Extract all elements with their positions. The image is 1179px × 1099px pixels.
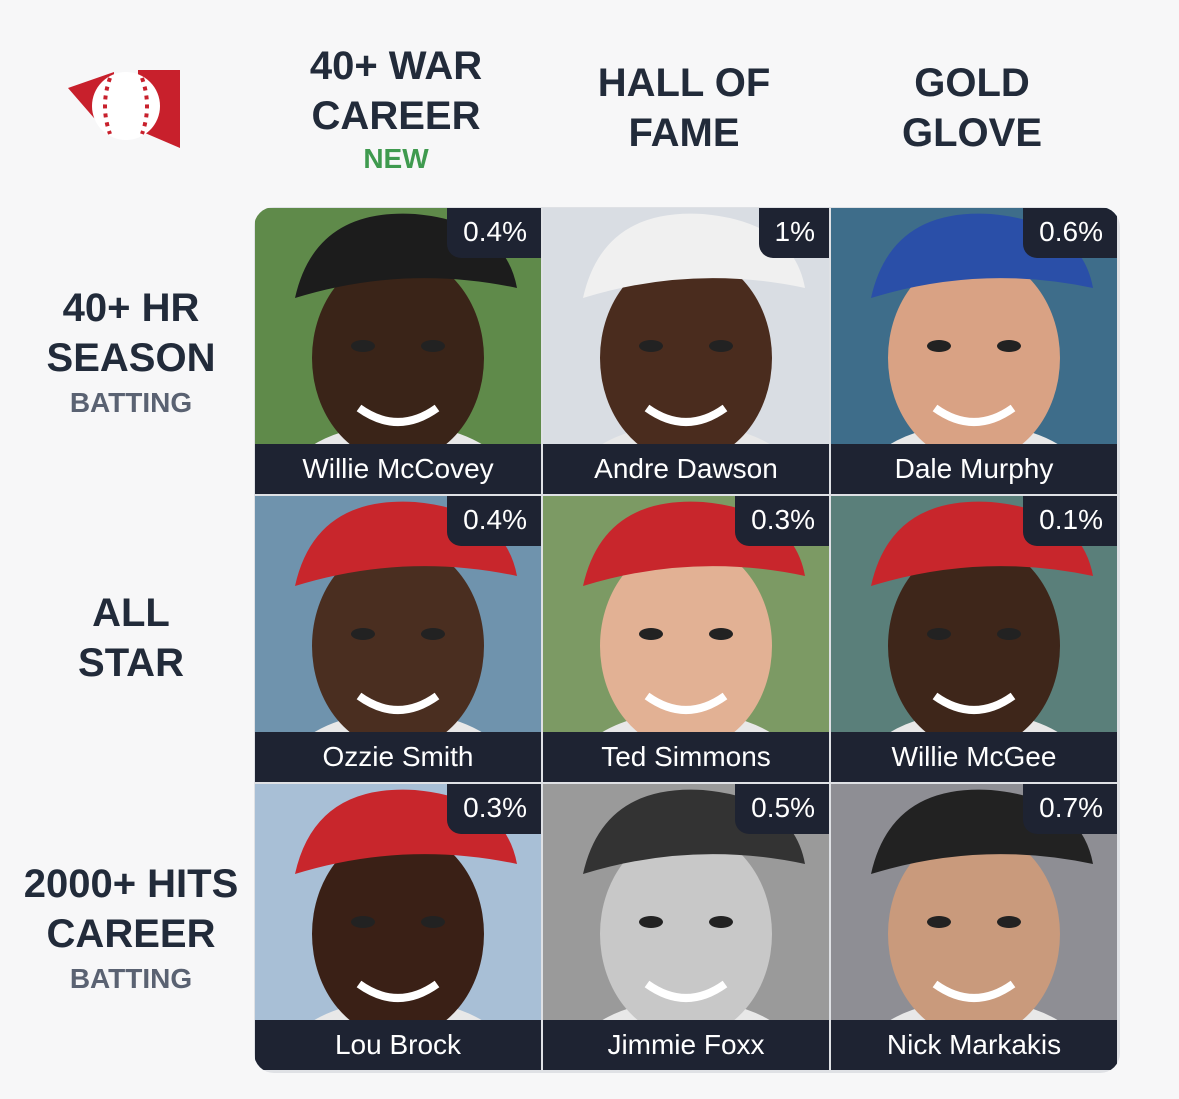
player-cell[interactable]: 0.3% Ted Simmons <box>543 496 829 782</box>
logo <box>68 70 180 148</box>
column-header: GOLD GLOVE <box>822 58 1122 158</box>
column-header-line: 40+ WAR <box>309 44 483 88</box>
player-cell[interactable]: 0.1% Willie McGee <box>831 496 1117 782</box>
row-header-line: 40+ HR <box>62 286 200 330</box>
row-sub: BATTING <box>69 963 193 994</box>
column-header: HALL OF FAME <box>534 58 834 158</box>
player-name: Willie McGee <box>831 732 1117 782</box>
column-header: 40+ WAR CAREER NEW <box>246 41 546 177</box>
player-name: Ted Simmons <box>543 732 829 782</box>
pick-percent: 0.7% <box>1023 784 1117 834</box>
column-header-line: GLOVE <box>901 111 1043 155</box>
column-header-line: CAREER <box>311 94 481 138</box>
player-name: Jimmie Foxx <box>543 1020 829 1070</box>
player-name: Ozzie Smith <box>255 732 541 782</box>
row-header: 2000+ HITS CAREER BATTING <box>6 859 256 999</box>
grid: 0.4% Willie McCovey 1% Andre Dawson 0.6% Da… <box>254 207 1120 1073</box>
player-cell[interactable]: 0.7% Nick Markakis <box>831 784 1117 1070</box>
column-header-line: FAME <box>628 111 740 155</box>
row-header-line: 2000+ HITS <box>23 862 239 906</box>
pick-percent: 0.3% <box>735 496 829 546</box>
row-header-line: SEASON <box>46 336 216 380</box>
pick-percent: 1% <box>758 208 829 258</box>
player-name: Willie McCovey <box>255 444 541 494</box>
row-sub: BATTING <box>69 387 193 418</box>
player-cell[interactable]: 0.6% Dale Murphy <box>831 208 1117 494</box>
player-cell[interactable]: 0.4% Willie McCovey <box>255 208 541 494</box>
player-name: Dale Murphy <box>831 444 1117 494</box>
pick-percent: 0.4% <box>447 496 541 546</box>
column-header-line: GOLD <box>914 61 1030 105</box>
column-header-line: HALL OF <box>597 61 771 105</box>
player-cell[interactable]: 0.3% Lou Brock <box>255 784 541 1070</box>
player-cell[interactable]: 1% Andre Dawson <box>543 208 829 494</box>
pick-percent: 0.1% <box>1023 496 1117 546</box>
row-header-line: CAREER <box>46 912 216 956</box>
pick-percent: 0.5% <box>735 784 829 834</box>
player-name: Andre Dawson <box>543 444 829 494</box>
player-cell[interactable]: 0.4% Ozzie Smith <box>255 496 541 782</box>
player-cell[interactable]: 0.5% Jimmie Foxx <box>543 784 829 1070</box>
pick-percent: 0.6% <box>1023 208 1117 258</box>
pick-percent: 0.4% <box>447 208 541 258</box>
row-header-line: STAR <box>78 641 184 685</box>
row-header-line: ALL <box>92 591 170 635</box>
row-header: ALL STAR <box>6 588 256 688</box>
player-name: Nick Markakis <box>831 1020 1117 1070</box>
column-tag: NEW <box>363 143 429 174</box>
pick-percent: 0.3% <box>447 784 541 834</box>
player-name: Lou Brock <box>255 1020 541 1070</box>
row-header: 40+ HR SEASON BATTING <box>6 283 256 423</box>
